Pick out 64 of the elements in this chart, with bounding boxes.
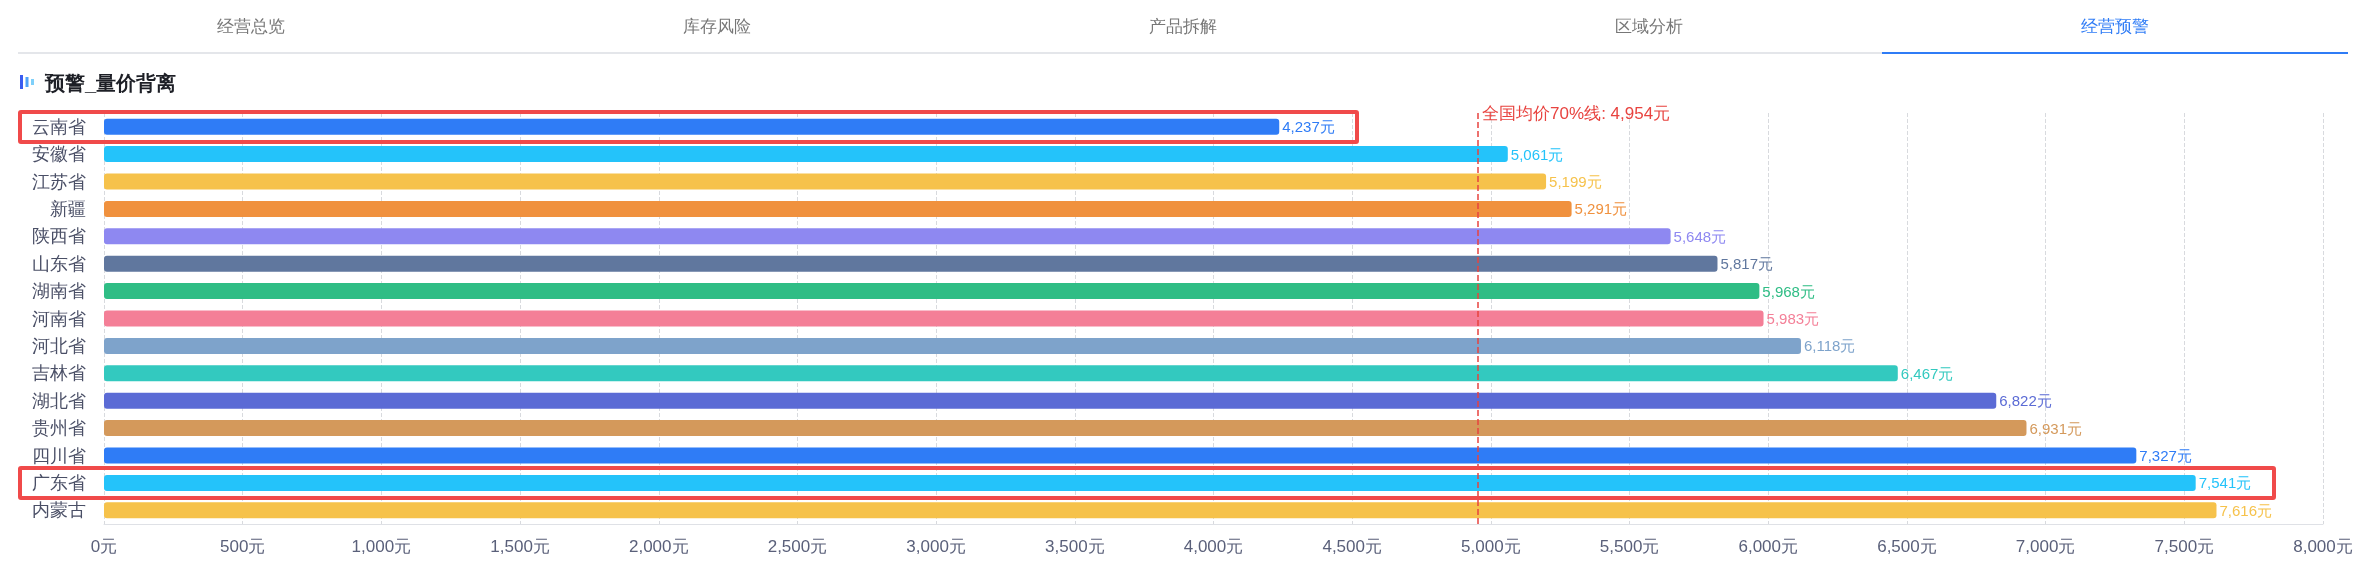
text: 产品拆解 (1148, 15, 1218, 38)
data-label: 6,822元 (1999, 392, 2052, 410)
text: 经营总览 (216, 15, 286, 38)
data-label: 5,983元 (1766, 310, 1820, 327)
data-label: 7,616元 (2219, 501, 2273, 519)
y-tick-label: 新疆 (50, 198, 86, 219)
x-tick-label: 3,000元 (906, 537, 966, 556)
y-tick-label: 四川省 (32, 445, 86, 466)
y-tick-label: 湖南省 (32, 281, 86, 302)
text: 库存风险 (682, 15, 752, 38)
x-tick-label: 8,000元 (2293, 537, 2353, 556)
y-tick-label: 贵州省 (32, 418, 86, 439)
x-tick-label: 7,500元 (2154, 537, 2215, 556)
x-tick-label: 1,000元 (351, 537, 412, 556)
x-tick-label: 4,500元 (1322, 537, 1382, 556)
bar (104, 310, 1764, 327)
y-tick-label: 陕西省 (32, 226, 86, 247)
x-tick-label: 5,500元 (1599, 537, 1660, 556)
data-label: 5,291元 (1574, 200, 1628, 218)
bar (104, 365, 1898, 382)
text: 经营预警 (1882, 0, 2348, 54)
bar (104, 337, 1801, 354)
x-tick-label: 4,000元 (1183, 537, 1244, 556)
x-tick-label: 500元 (220, 537, 266, 556)
text: 区域分析 (1614, 15, 1684, 38)
y-tick-label: 河北省 (32, 335, 86, 356)
data-label: 5,199元 (1549, 173, 1602, 190)
y-tick-label: 湖北省 (32, 390, 86, 411)
data-label: 5,817元 (1720, 255, 1774, 273)
y-tick-label: 广东省 (32, 472, 86, 493)
bar (104, 228, 1671, 245)
x-tick-label: 7,000元 (2015, 537, 2076, 556)
x-tick-label: 6,500元 (1877, 537, 1937, 556)
data-label: 4,237元 (1282, 118, 1335, 136)
y-tick-label: 安徽省 (32, 144, 86, 165)
x-tick-label: 0元 (90, 537, 118, 556)
data-label: 7,541元 (2198, 474, 2252, 492)
data-label: 6,931元 (2029, 419, 2083, 437)
chart-title: 预警_量价背离 (44, 72, 177, 94)
bar (104, 283, 1760, 300)
x-tick-label: 1,500元 (490, 537, 550, 556)
data-label: 7,327元 (2139, 447, 2192, 464)
bar (104, 200, 1572, 217)
x-tick-label: 5,000元 (1461, 537, 1521, 556)
y-tick-label: 内蒙古 (32, 500, 86, 521)
data-label: 5,648元 (1673, 227, 1727, 245)
ref-line-label: 全国均价70%线: 4,954元 (1482, 104, 1671, 123)
bar (104, 173, 1547, 190)
data-label: 6,118元 (1803, 337, 1856, 355)
x-tick-label: 6,000元 (1738, 537, 1799, 556)
bar (104, 392, 1997, 409)
bar (104, 420, 2027, 437)
y-tick-label: 河南省 (32, 308, 86, 329)
y-tick-label: 山东省 (32, 253, 86, 274)
bar (104, 255, 1718, 272)
x-tick-label: 3,500元 (1045, 537, 1105, 556)
y-tick-label: 吉林省 (32, 363, 86, 384)
y-tick-label: 云南省 (32, 116, 86, 137)
data-label: 6,467元 (1900, 364, 1954, 382)
x-tick-label: 2,000元 (628, 537, 689, 556)
y-tick-label: 江苏省 (32, 171, 86, 192)
data-label: 5,968元 (1762, 282, 1815, 300)
data-label: 5,061元 (1510, 145, 1564, 163)
x-tick-label: 2,500元 (767, 537, 828, 556)
